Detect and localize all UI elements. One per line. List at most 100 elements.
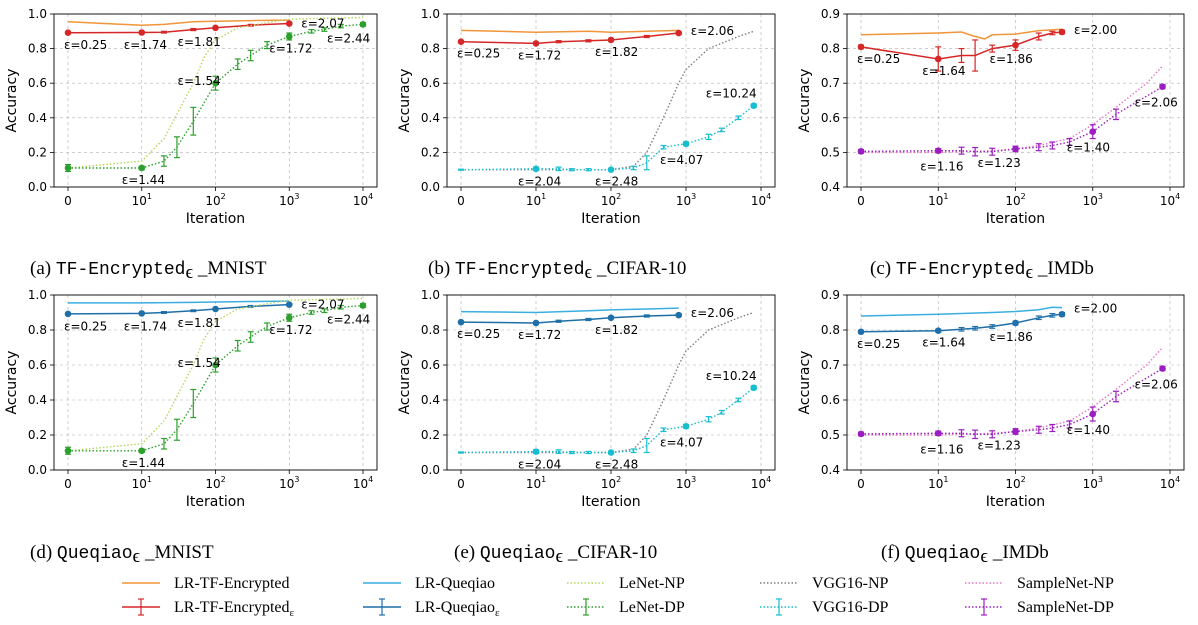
data-point xyxy=(682,422,690,430)
x-tick-label: 103 xyxy=(676,475,696,491)
data-point xyxy=(750,384,758,392)
x-tick-exponent: 4 xyxy=(766,475,771,484)
series-lr-tf-encrypted xyxy=(67,19,290,26)
legend-item-samplenet-dp: SampleNet-DP xyxy=(965,598,1114,616)
epsilon-annotation: ε=1.72 xyxy=(269,323,312,337)
x-tick-label: 101 xyxy=(928,192,948,208)
x-tick-exponent: 3 xyxy=(294,192,299,201)
y-tick-label: 0.4 xyxy=(821,463,840,477)
series-line xyxy=(67,22,290,34)
epsilon-annotation: ε=1.54 xyxy=(178,74,221,88)
panel-caption-e: (e) Queqiaoϵ _CIFAR-10 xyxy=(454,542,657,567)
caption-prefix: (a) xyxy=(30,258,56,279)
epsilon-annotation: ε=1.23 xyxy=(978,156,1021,170)
epsilon-annotation: ε=2.06 xyxy=(691,24,734,38)
x-axis-label: Iteration xyxy=(186,494,245,510)
data-point xyxy=(675,311,683,319)
epsilon-annotation: ε=2.44 xyxy=(327,313,370,327)
y-tick-label: 0.4 xyxy=(28,393,47,407)
data-point xyxy=(138,310,146,317)
caption-mono: TF-Encrypted xyxy=(56,260,186,280)
x-tick-label: 0 xyxy=(457,194,465,208)
x-tick-label: 103 xyxy=(279,475,299,491)
legend-label: LR-TF-Encrypted xyxy=(174,575,290,592)
x-tick-label: 104 xyxy=(751,192,771,208)
x-tick-label: 104 xyxy=(353,192,373,208)
epsilon-annotation: ε=0.25 xyxy=(457,47,500,61)
caption-mono: TF-Encrypted xyxy=(455,260,585,280)
y-tick-label: 0.4 xyxy=(421,111,440,125)
caption-suffix: _IMDb xyxy=(1033,258,1094,279)
epsilon-annotation: ε=1.81 xyxy=(178,316,221,330)
legend-item-lr-queqiao: LR-Queqiao xyxy=(363,575,495,592)
y-tick-label: 1.0 xyxy=(28,7,47,21)
y-tick-label: 1.0 xyxy=(421,288,440,302)
data-point xyxy=(359,21,367,28)
series-line xyxy=(67,303,290,315)
epsilon-annotation: ε=10.24 xyxy=(706,87,757,101)
data-point xyxy=(212,24,219,32)
y-tick-label: 0.7 xyxy=(821,358,840,372)
series-lr-tf-encrypted- xyxy=(457,29,683,47)
data-point xyxy=(934,429,942,437)
legend-item-lr-tf-encrypted: LR-TF-Encrypted xyxy=(122,575,290,592)
y-tick-label: 0.2 xyxy=(28,428,47,442)
caption-suffix: _MNIST xyxy=(140,542,214,563)
y-tick-label: 0.9 xyxy=(821,288,840,302)
x-tick-label: 103 xyxy=(676,192,696,208)
x-tick-label: 102 xyxy=(1005,192,1025,208)
data-point xyxy=(532,40,540,47)
data-point xyxy=(1012,145,1019,153)
series-lr-queqiao xyxy=(460,307,679,314)
epsilon-annotation: ε=1.16 xyxy=(920,442,963,456)
y-axis-label: Accuracy xyxy=(797,69,813,133)
x-tick-label: 102 xyxy=(1005,475,1025,491)
series-line xyxy=(67,16,364,169)
legend-item-lenet-dp: LeNet-DP xyxy=(567,598,685,616)
series-line xyxy=(67,19,290,26)
x-tick-exponent: 4 xyxy=(1175,475,1180,484)
epsilon-annotation: ε=1.74 xyxy=(124,38,167,52)
data-point xyxy=(1159,365,1166,372)
series-line xyxy=(68,23,364,169)
caption-subscript: ϵ xyxy=(585,262,593,283)
chart-panel-a: 0.0 0.2 0.4 0.6 0.8 1.0 0 101 102 103 104 Iteration… xyxy=(4,7,378,227)
x-tick-exponent: 3 xyxy=(691,192,696,201)
caption-suffix: _CIFAR-10 xyxy=(563,542,657,563)
epsilon-annotation: ε=2.48 xyxy=(595,458,638,472)
x-tick-label: 101 xyxy=(132,192,152,208)
data-point xyxy=(359,302,367,309)
legend-label: LR-Queqiaoε xyxy=(415,599,500,619)
chart-panel-f: 0.4 0.5 0.6 0.7 0.8 0.9 0 101 102 103 104 Iteration… xyxy=(797,288,1185,510)
x-tick-exponent: 1 xyxy=(541,192,546,201)
data-point xyxy=(934,327,942,335)
y-axis-label: Accuracy xyxy=(397,351,413,415)
caption-suffix: _CIFAR-10 xyxy=(592,258,686,279)
x-axis-label: Iteration xyxy=(581,211,640,227)
y-tick-label: 0.0 xyxy=(28,180,47,194)
epsilon-annotation: ε=1.54 xyxy=(178,356,221,370)
x-tick-label: 0 xyxy=(857,194,865,208)
epsilon-annotation: ε=1.40 xyxy=(1067,423,1110,437)
x-tick-exponent: 2 xyxy=(221,475,226,484)
data-point xyxy=(212,305,219,313)
y-tick-label: 0.6 xyxy=(421,76,440,90)
legend-label: LR-Queqiao xyxy=(415,575,495,592)
data-point xyxy=(138,29,146,36)
data-point xyxy=(607,166,615,173)
panel-caption-c: (c) TF-Encryptedϵ _IMDb xyxy=(870,258,1094,283)
panel-caption-d: (d) Queqiaoϵ _MNIST xyxy=(30,542,214,567)
legend-label: LeNet-NP xyxy=(619,575,685,592)
x-tick-exponent: 2 xyxy=(1021,475,1026,484)
data-point xyxy=(64,310,72,318)
x-tick-exponent: 1 xyxy=(147,192,152,201)
epsilon-annotation: ε=4.07 xyxy=(660,153,703,167)
data-point xyxy=(212,79,219,87)
data-point xyxy=(607,449,615,456)
y-tick-label: 0.6 xyxy=(821,111,840,125)
y-tick-label: 0.8 xyxy=(821,42,840,56)
x-tick-label: 101 xyxy=(132,475,152,491)
x-tick-label: 104 xyxy=(751,475,771,491)
x-tick-label: 0 xyxy=(857,477,865,491)
